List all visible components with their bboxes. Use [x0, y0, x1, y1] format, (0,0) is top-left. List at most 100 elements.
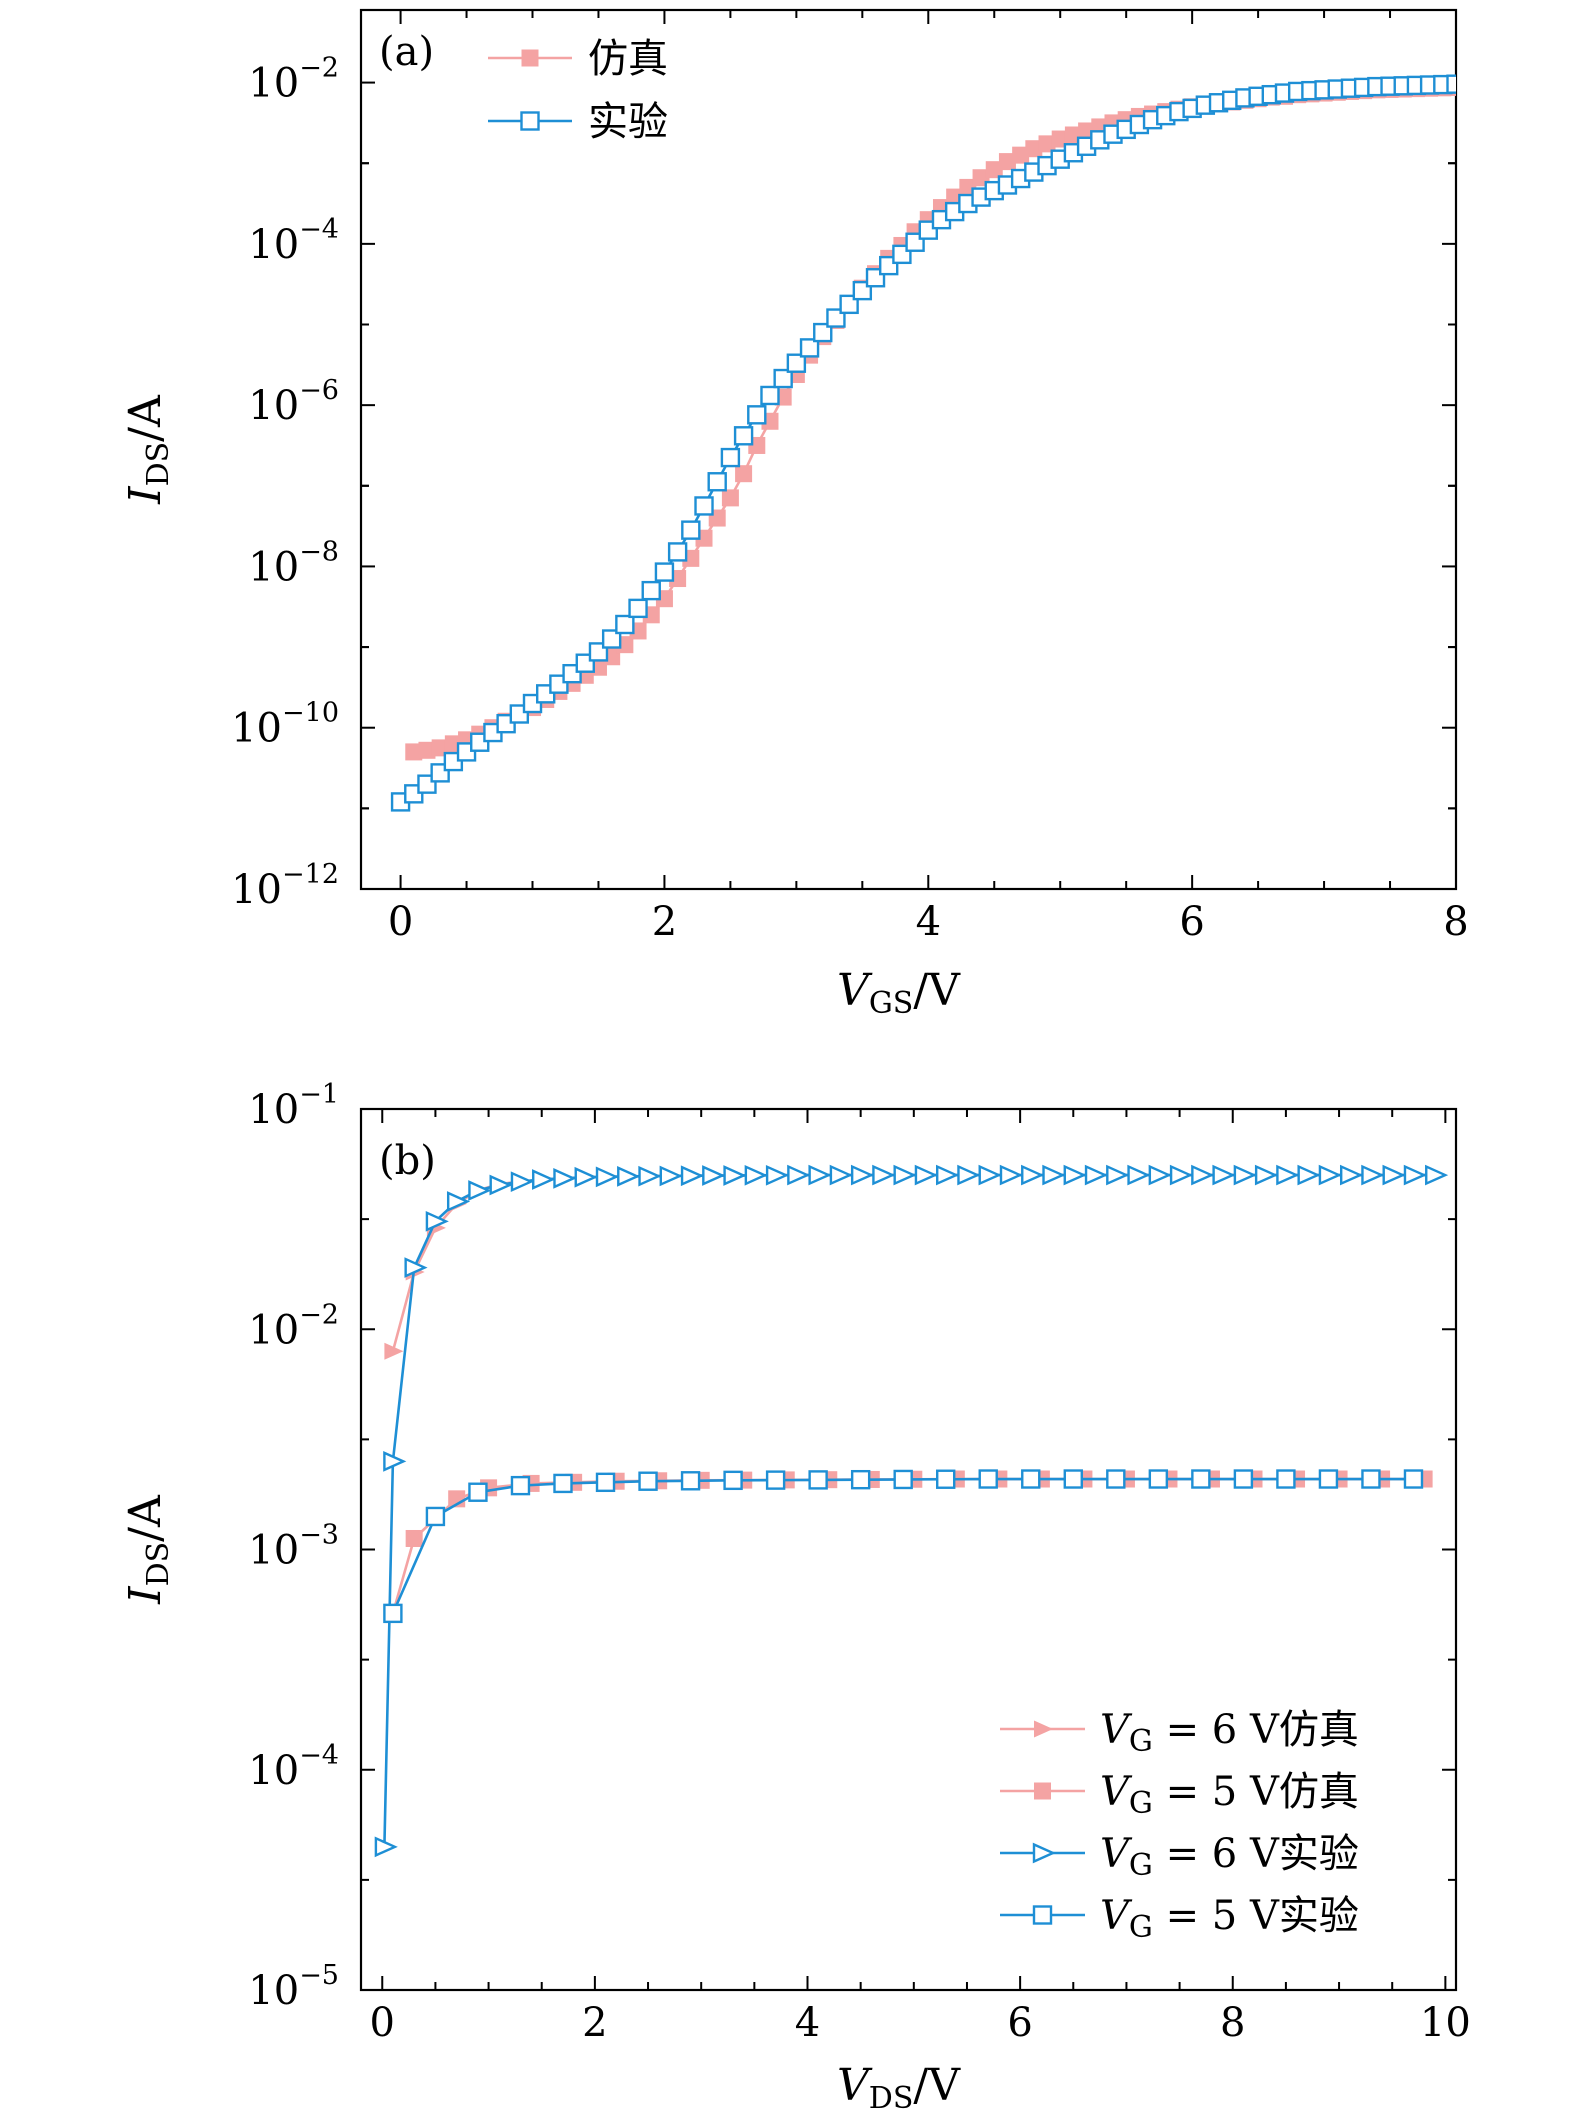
data-point	[468, 1180, 492, 1201]
y-axis-title-subscript: DS	[141, 442, 176, 487]
legend-subscript: G	[1129, 1786, 1153, 1821]
y-tick-exponent: −10	[282, 698, 339, 729]
data-point	[595, 1472, 616, 1493]
data-point	[1318, 1164, 1342, 1186]
data-point	[1106, 1164, 1130, 1186]
data-point	[723, 1165, 747, 1186]
data-point	[510, 1171, 534, 1193]
data-point	[1084, 1164, 1108, 1186]
legend-label: VG = 6 V仿真	[1100, 1707, 1359, 1759]
data-point	[808, 1164, 832, 1186]
x-axis-title-symbol: V	[837, 965, 873, 1016]
y-axis-title-symbol: I	[120, 1585, 171, 1605]
series-2	[374, 1164, 1449, 1858]
data-point	[720, 447, 741, 468]
y-tick-label: 10−4	[248, 1740, 339, 1794]
legend-symbol: V	[1100, 1769, 1133, 1815]
data-point	[872, 1164, 896, 1186]
data-point	[1339, 1164, 1364, 1186]
legend-symbol: V	[1100, 1707, 1133, 1753]
data-point	[787, 1164, 811, 1186]
y-tick-exponent: −2	[299, 1299, 339, 1330]
data-point	[1233, 1469, 1254, 1489]
data-point	[654, 562, 675, 582]
data-point	[1425, 1164, 1449, 1186]
data-point	[405, 743, 423, 761]
series-0	[405, 78, 1456, 761]
data-point	[1169, 1164, 1194, 1186]
data-point	[1233, 1164, 1257, 1186]
y-tick-label: 10−12	[231, 859, 339, 913]
data-point	[1038, 135, 1056, 153]
y-tick-label: 10−3	[248, 1520, 339, 1574]
series-1	[384, 1470, 1433, 1622]
x-tick-label: 2	[652, 899, 677, 945]
data-point	[999, 1164, 1023, 1186]
data-point	[405, 1529, 423, 1547]
data-point	[1276, 1469, 1296, 1489]
y-axis-title: IDS/A	[120, 1494, 176, 1605]
data-point	[553, 1473, 573, 1494]
x-axis-title-unit: /V	[913, 2060, 961, 2111]
data-point	[667, 542, 688, 562]
data-point	[384, 1342, 404, 1360]
x-tick-label: 6	[1007, 2000, 1032, 2046]
x-axis-title-subscript: DS	[869, 2081, 914, 2116]
data-point	[418, 741, 436, 759]
y-tick-label: 10−10	[231, 698, 339, 752]
legend-marker	[1032, 1842, 1056, 1864]
data-point	[936, 1469, 956, 1489]
legend-marker	[521, 49, 539, 67]
data-point	[446, 1191, 471, 1212]
data-point	[1318, 1469, 1339, 1489]
data-point	[735, 465, 753, 483]
y-tick-exponent: −12	[282, 859, 339, 890]
x-axis-title-subscript: GS	[869, 986, 914, 1021]
y-tick-base: 10	[248, 383, 299, 429]
data-point	[773, 368, 793, 389]
legend-label: VG = 5 V实验	[1100, 1893, 1359, 1945]
data-point	[765, 1470, 786, 1490]
legend-text: = 5 V仿真	[1153, 1769, 1359, 1815]
data-point	[998, 153, 1016, 171]
data-point	[638, 1165, 662, 1187]
y-tick-base: 10	[231, 867, 282, 913]
y-axis-title-symbol: I	[120, 485, 171, 505]
data-point	[1403, 1164, 1427, 1186]
data-point	[680, 1471, 701, 1491]
data-point	[760, 385, 780, 406]
data-point	[1021, 1164, 1045, 1186]
data-point	[617, 1166, 641, 1187]
data-point	[1021, 1469, 1041, 1489]
y-tick-label: 10−8	[248, 536, 339, 590]
data-point	[733, 426, 754, 446]
legend-marker	[520, 111, 540, 131]
data-point	[1191, 1164, 1215, 1186]
data-point	[1446, 74, 1456, 94]
data-point	[985, 161, 1003, 179]
legend-subscript: G	[1129, 1848, 1153, 1883]
data-point	[702, 1165, 726, 1186]
y-axis-title-subscript: DS	[141, 1542, 176, 1587]
data-point	[808, 1470, 828, 1490]
y-tick-label: 10−2	[248, 53, 339, 107]
x-axis-title: VDS/V	[837, 2060, 961, 2116]
legend-symbol: V	[1100, 1831, 1133, 1877]
chart-panel-b: 0 2 4 6 8 1010−510−410−310−210−1VDS/VIDS/A(b)…	[120, 1079, 1471, 2116]
data-point	[595, 1166, 619, 1188]
data-point	[681, 520, 701, 540]
data-point	[425, 1210, 449, 1232]
data-point	[694, 496, 714, 516]
y-tick-label: 10−6	[248, 375, 339, 429]
data-layer	[390, 74, 1456, 812]
data-point	[850, 1164, 875, 1186]
chart-panel-a: 0 2 4 6 810−1210−1010−810−610−410−2VGS/VIDS/…	[120, 8, 1469, 1021]
y-tick-exponent: −8	[299, 536, 339, 567]
data-point	[1063, 1164, 1087, 1186]
data-point	[786, 353, 807, 373]
data-point	[747, 405, 767, 425]
data-point	[978, 1164, 1002, 1186]
y-tick-label: 10−4	[248, 214, 339, 268]
data-point	[893, 1469, 913, 1490]
